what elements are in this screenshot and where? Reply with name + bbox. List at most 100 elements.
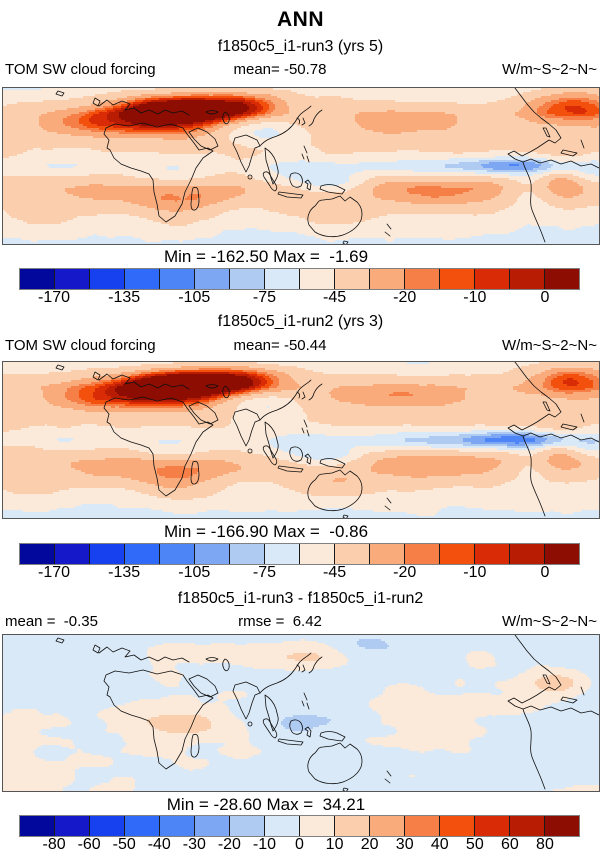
colorbar-cell (20, 269, 55, 289)
colorbar-cell (20, 544, 55, 564)
colorbar-cell (230, 269, 265, 289)
colorbar-cell (335, 544, 370, 564)
colorbar-tick-labels: -170 -135 -105 -75 -45 -20 -10 0 (19, 564, 580, 584)
colorbar-cell (195, 544, 230, 564)
coastlines-overlay (55, 635, 599, 791)
colorbar-cell (195, 816, 230, 836)
colorbar-cell (125, 816, 160, 836)
coastlines-overlay (55, 362, 599, 518)
tick-label: 80 (536, 836, 554, 853)
colorbar-cell (230, 544, 265, 564)
colorbar-cell (90, 816, 125, 836)
colorbar-cell (125, 269, 160, 289)
colorbar-cell (90, 269, 125, 289)
tick-label: -40 (147, 836, 171, 853)
colorbar-cell (405, 816, 440, 836)
colorbar-cell (370, 544, 405, 564)
case-title: f1850c5_i1-run2 (yrs 3) (217, 313, 384, 330)
colorbar-cell (370, 269, 405, 289)
tick-label: 0 (295, 836, 304, 853)
tick-label: -75 (252, 289, 276, 306)
page-title: ANN (277, 8, 324, 31)
tick-label: -45 (323, 289, 347, 306)
tick-label: -170 (38, 289, 71, 306)
units-label: W/m~S~2~N~ (501, 613, 597, 630)
mean-label: mean= -50.78 (233, 61, 327, 78)
colorbar-cell (265, 544, 300, 564)
colorbar-cell (405, 269, 440, 289)
colorbar-cell (265, 269, 300, 289)
tick-label: -10 (252, 836, 276, 853)
tick-label: 20 (360, 836, 379, 853)
map-difference (2, 634, 600, 792)
map-run2 (2, 361, 600, 519)
units-label: W/m~S~2~N~ (501, 337, 597, 354)
tick-label: 50 (465, 836, 484, 853)
stats-row: TOM SW cloud forcing mean= -50.78 W/m~S~… (0, 61, 601, 78)
colorbar-cell (195, 269, 230, 289)
tick-label: -170 (38, 564, 71, 581)
colorbar-cell (440, 269, 475, 289)
colorbar-cell (405, 544, 440, 564)
tick-label: 0 (540, 289, 550, 306)
mean-label: mean= -50.44 (233, 337, 327, 354)
minmax-label: Min = -162.50 Max = -1.69 (163, 247, 369, 266)
colorbar-cell (510, 269, 545, 289)
variable-label: TOM SW cloud forcing (5, 337, 156, 354)
colorbar-cell (55, 544, 90, 564)
colorbar-cell (160, 816, 195, 836)
colorbar-cell (300, 269, 335, 289)
tick-label: -10 (463, 564, 487, 581)
colorbar-cell (510, 544, 545, 564)
tick-label: -105 (178, 289, 211, 306)
colorbar-cell (55, 269, 90, 289)
tick-label: -105 (178, 564, 211, 581)
coastlines-overlay (55, 88, 599, 244)
tick-label: -50 (112, 836, 136, 853)
tick-label: -10 (463, 289, 487, 306)
tick-label: -75 (252, 564, 276, 581)
colorbar-cell (160, 544, 195, 564)
tick-label: -20 (393, 289, 417, 306)
tick-label: -135 (108, 564, 141, 581)
colorbar-cell (510, 816, 545, 836)
colorbar-tick-labels: -170 -135 -105 -75 -45 -20 -10 0 (19, 289, 580, 309)
colorbar-cell (300, 544, 335, 564)
colorbar-tick-labels: -80 -60 -50 -40 -30 -20 -10 0 10 20 30 40 50 60 80 (19, 836, 580, 856)
tick-label: -20 (393, 564, 417, 581)
tick-label: -60 (77, 836, 101, 853)
variable-label: TOM SW cloud forcing (5, 61, 156, 78)
minmax-label: Min = -28.60 Max = 34.21 (166, 795, 366, 814)
colorbar-cell (475, 816, 510, 836)
mean-label: mean = -0.35 (5, 613, 98, 630)
colorbar-cell (300, 816, 335, 836)
colorbar-cell (370, 816, 405, 836)
colorbar-cell (475, 269, 510, 289)
colorbar-cell (440, 544, 475, 564)
colorbar-cell (265, 816, 300, 836)
colorbar-cell (160, 269, 195, 289)
colorbar-cell (125, 544, 160, 564)
tick-label: 60 (500, 836, 519, 853)
colorbar-cell (20, 816, 55, 836)
tick-label: 30 (395, 836, 414, 853)
map-run3 (2, 87, 600, 245)
colorbar-cell (475, 544, 510, 564)
rmse-label: rmse = 6.42 (238, 613, 322, 630)
colorbar-cell (335, 816, 370, 836)
tick-label: -20 (217, 836, 241, 853)
case-title: f1850c5_i1-run3 (yrs 5) (217, 38, 384, 55)
colorbar-cell (545, 269, 579, 289)
minmax-label: Min = -166.90 Max = -0.86 (163, 522, 369, 541)
tick-label: -45 (323, 564, 347, 581)
colorbar-cell (545, 816, 579, 836)
colorbar-cell (230, 816, 265, 836)
stats-row: mean = -0.35 rmse = 6.42 W/m~S~2~N~ (0, 613, 601, 630)
tick-label: 0 (540, 564, 550, 581)
colorbar (19, 543, 580, 565)
tick-label: -80 (42, 836, 66, 853)
colorbar-cell (440, 816, 475, 836)
colorbar-cell (55, 816, 90, 836)
tick-label: 10 (325, 836, 344, 853)
